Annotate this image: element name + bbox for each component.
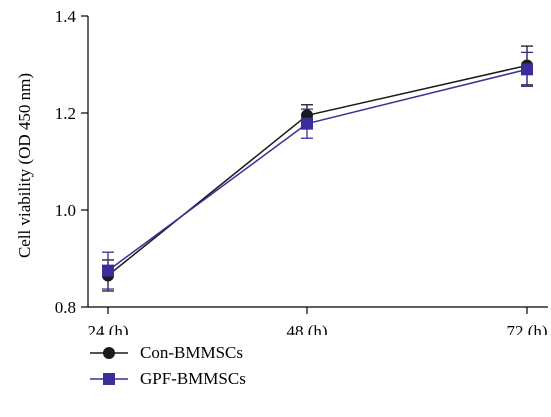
legend-swatch-gpf xyxy=(90,373,128,385)
point-1-0 xyxy=(102,264,114,277)
legend-swatch-con xyxy=(90,347,128,359)
line-chart: 0.8 1.0 1.2 1.4 24 (h) 48 (h) 72 (h) Cell viabi… xyxy=(15,7,548,335)
y-tick-label-0: 0.8 xyxy=(55,298,76,317)
y-tick-label-3: 1.4 xyxy=(55,7,77,26)
point-1-2 xyxy=(521,63,533,76)
series-line-0 xyxy=(107,64,528,277)
legend-item-con: Con-BMMSCs xyxy=(90,340,246,366)
y-tick-label-2: 1.2 xyxy=(55,104,76,123)
legend: Con-BMMSCs GPF-BMMSCs xyxy=(90,340,246,392)
y-axis-title: Cell viability (OD 450 nm) xyxy=(15,73,34,258)
point-1-1 xyxy=(301,117,313,130)
x-tick-label-1: 48 (h) xyxy=(286,322,327,335)
y-tick-label-1: 1.0 xyxy=(55,201,76,220)
legend-item-gpf: GPF-BMMSCs xyxy=(90,366,246,392)
x-tick-label-2: 72 (h) xyxy=(506,322,547,335)
legend-label-con: Con-BMMSCs xyxy=(140,343,243,362)
legend-label-gpf: GPF-BMMSCs xyxy=(140,369,246,388)
series-line-1 xyxy=(107,68,528,272)
x-tick-label-0: 24 (h) xyxy=(87,322,128,335)
